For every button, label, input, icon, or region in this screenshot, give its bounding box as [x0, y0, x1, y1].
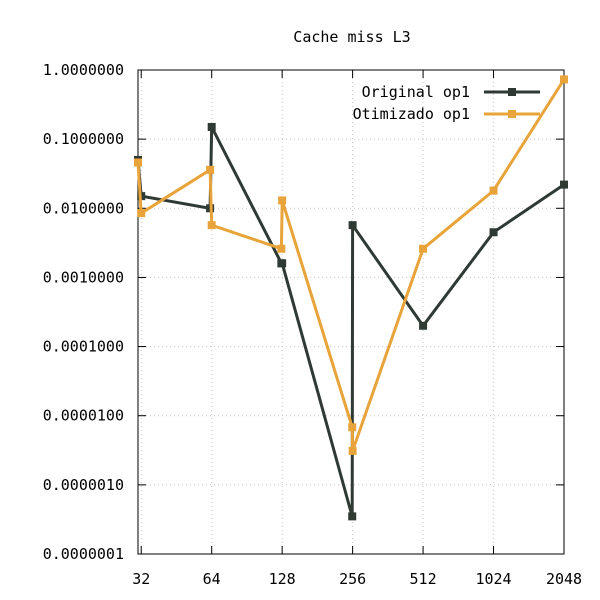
series-1	[134, 122, 568, 521]
y-tick-label: 0.0100000	[43, 199, 124, 217]
data-point	[560, 75, 568, 84]
data-point	[348, 512, 357, 521]
data-point	[419, 244, 428, 253]
x-tick-label: 64	[203, 570, 221, 588]
data-point	[207, 221, 216, 230]
series-line	[136, 126, 565, 517]
data-point	[560, 180, 568, 189]
legend-label: Original op1	[362, 83, 470, 101]
data-point	[348, 221, 357, 230]
x-tick-label: 2048	[546, 570, 582, 588]
x-tick-label: 128	[269, 570, 296, 588]
legend-entry: Original op1	[362, 83, 540, 101]
data-point	[137, 209, 146, 218]
x-tick-label: 1024	[475, 570, 511, 588]
series-layer	[134, 75, 568, 521]
legend: Original op1 Otimizado op1	[353, 83, 540, 123]
x-tick-label: 512	[410, 570, 437, 588]
y-tick-label: 0.0001000	[43, 338, 124, 356]
data-point	[348, 423, 357, 432]
data-point	[278, 259, 287, 268]
data-point	[348, 446, 357, 455]
data-point	[206, 165, 215, 174]
y-tick-label: 0.1000000	[43, 130, 124, 148]
data-point	[277, 244, 286, 253]
axes: 0.0000001 0.0000010 0.0000100 0.0001000 0.00…	[43, 61, 582, 588]
data-point	[134, 158, 142, 167]
y-tick-label: 0.0000100	[43, 407, 124, 425]
data-point	[489, 228, 498, 237]
data-point	[419, 321, 428, 330]
legend-label: Otimizado op1	[353, 105, 470, 123]
data-point	[278, 196, 287, 205]
y-tick-label: 1.0000000	[43, 61, 124, 79]
y-tick-label: 0.0000001	[43, 545, 124, 563]
y-tick-label: 0.0010000	[43, 268, 124, 286]
data-point	[207, 122, 216, 131]
chart-title: Cache miss L3	[293, 28, 410, 46]
data-point	[489, 186, 498, 195]
legend-swatch-marker	[508, 110, 516, 118]
y-tick-label: 0.0000010	[43, 476, 124, 494]
legend-entry: Otimizado op1	[353, 105, 540, 123]
plot-border	[137, 69, 565, 555]
series-2	[134, 75, 568, 455]
x-tick-label: 32	[132, 570, 150, 588]
x-tick-label: 256	[339, 570, 366, 588]
legend-swatch-marker	[508, 88, 516, 96]
